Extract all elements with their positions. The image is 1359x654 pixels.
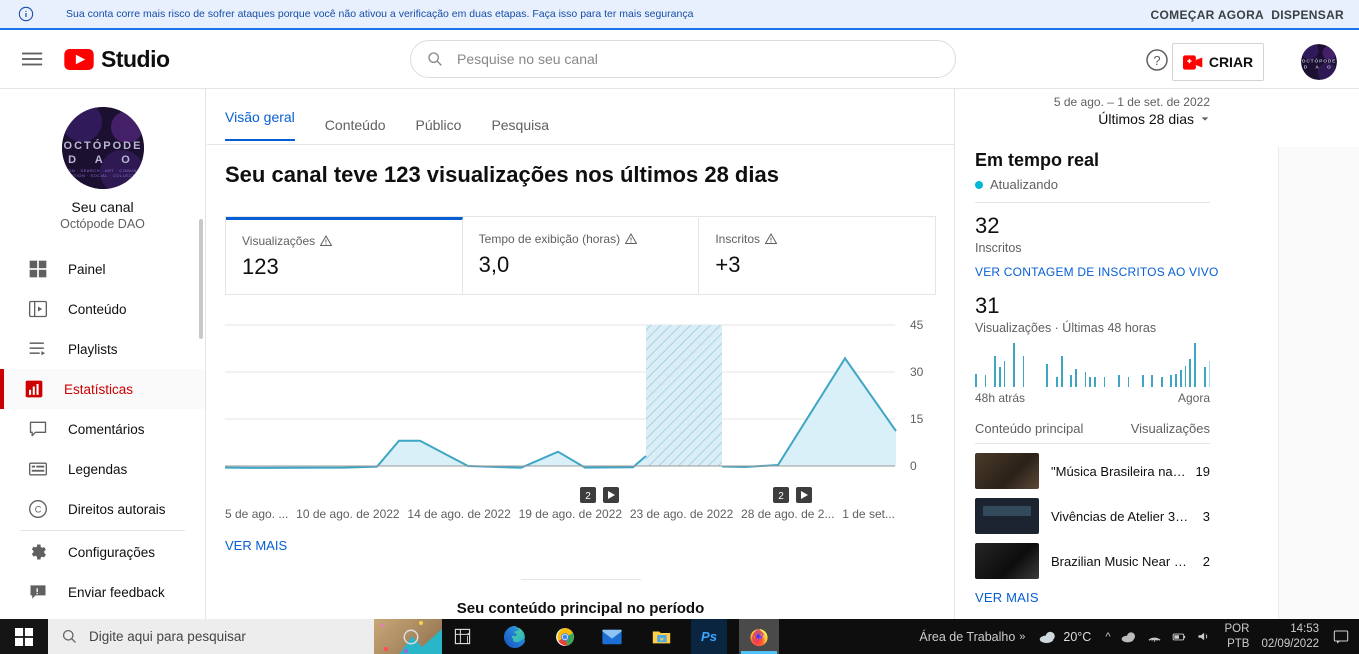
svg-text:15: 15	[910, 412, 924, 426]
svg-text:45: 45	[910, 318, 924, 332]
svg-text:C: C	[35, 504, 42, 514]
svg-text:2: 2	[778, 491, 784, 502]
svg-text:OOP · INOVATION · SOCIAL · COL: OOP · INOVATION · SOCIAL · COLLECTIVE / …	[62, 173, 144, 178]
svg-text:OCTÓPODE: OCTÓPODE	[63, 139, 142, 152]
svg-text:30: 30	[910, 365, 924, 379]
svg-text:2: 2	[585, 491, 591, 502]
svg-text:D A O: D A O	[68, 154, 138, 166]
svg-text:0: 0	[910, 459, 917, 473]
svg-text:D A O: D A O	[1304, 65, 1335, 71]
svg-text:?: ?	[1153, 53, 1160, 68]
